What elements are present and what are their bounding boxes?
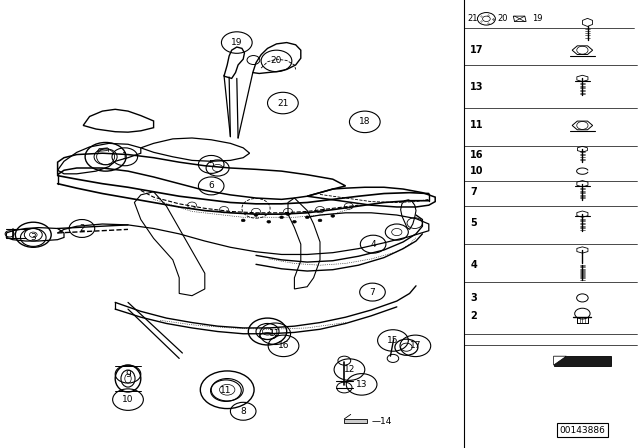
- Text: 19: 19: [532, 14, 543, 23]
- Text: 6: 6: [209, 181, 214, 190]
- Text: 15: 15: [387, 336, 399, 345]
- Text: 7: 7: [370, 288, 375, 297]
- Text: 16: 16: [470, 151, 484, 160]
- Circle shape: [241, 219, 245, 222]
- Text: 5: 5: [209, 160, 214, 169]
- Text: 11: 11: [220, 386, 232, 395]
- Text: 21: 21: [277, 99, 289, 108]
- Text: 11: 11: [269, 329, 281, 338]
- Text: 13: 13: [470, 82, 484, 92]
- Text: 17: 17: [470, 45, 484, 55]
- Circle shape: [286, 213, 290, 215]
- Text: 2: 2: [79, 224, 84, 233]
- Circle shape: [318, 219, 322, 222]
- Text: 20: 20: [497, 14, 508, 23]
- Text: —14: —14: [371, 417, 392, 426]
- Text: 7: 7: [470, 187, 477, 197]
- Text: 9: 9: [125, 370, 131, 379]
- Text: 2: 2: [470, 311, 477, 321]
- Text: 3: 3: [470, 293, 477, 303]
- Circle shape: [267, 220, 271, 223]
- Text: 5: 5: [470, 218, 477, 228]
- Text: 13: 13: [356, 380, 367, 389]
- Circle shape: [305, 216, 309, 219]
- Bar: [554, 356, 611, 366]
- Text: 00143886: 00143886: [559, 426, 605, 435]
- Text: 4: 4: [470, 260, 477, 270]
- Circle shape: [292, 220, 296, 223]
- Polygon shape: [554, 356, 566, 365]
- Text: 8: 8: [241, 407, 246, 416]
- Text: 20: 20: [271, 56, 282, 65]
- Text: 10: 10: [470, 166, 484, 176]
- Text: 17: 17: [410, 341, 421, 350]
- Circle shape: [254, 214, 258, 216]
- Text: 3: 3: [31, 233, 36, 242]
- Text: 16: 16: [278, 341, 289, 350]
- Text: 18: 18: [359, 117, 371, 126]
- Text: 4: 4: [371, 240, 376, 249]
- Text: 1: 1: [122, 152, 127, 161]
- Text: 21: 21: [467, 14, 477, 23]
- Text: 12: 12: [344, 365, 355, 374]
- Text: 19: 19: [231, 38, 243, 47]
- Circle shape: [280, 216, 284, 219]
- Text: 10: 10: [122, 395, 134, 404]
- Text: 11: 11: [470, 121, 484, 130]
- Bar: [344, 419, 367, 423]
- Circle shape: [331, 215, 335, 217]
